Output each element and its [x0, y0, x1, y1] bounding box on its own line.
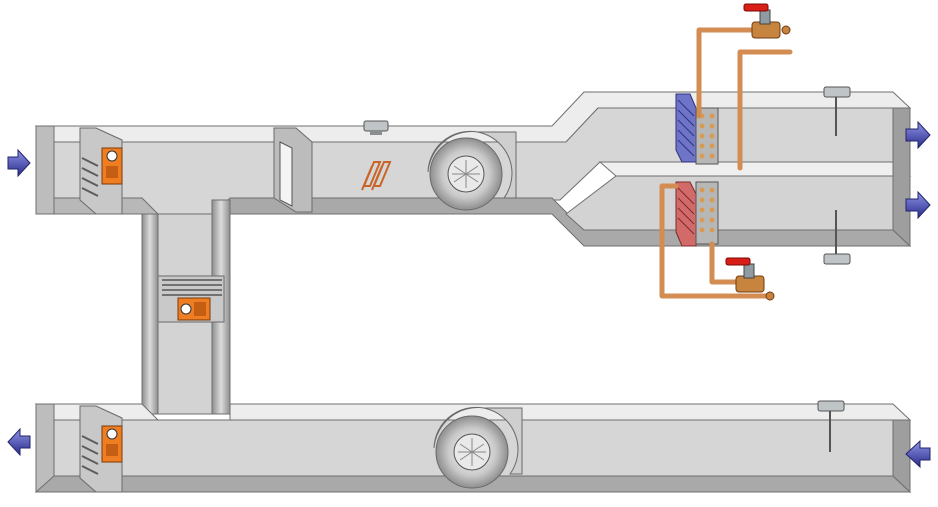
duct-sensor-supply-upper: [823, 86, 851, 136]
damper-actuator-icon: [177, 297, 211, 321]
heating-valve[interactable]: [725, 257, 775, 301]
duct-sensor-heater: [363, 120, 389, 135]
supply-air-outlet-arrow-upper: [905, 120, 931, 150]
duct-sensor-return: [817, 400, 845, 452]
damper-actuator-icon: [101, 425, 123, 463]
filter[interactable]: [273, 127, 313, 213]
return-fan[interactable]: [433, 406, 523, 489]
outdoor-air-damper[interactable]: [79, 127, 123, 215]
heater[interactable]: [361, 161, 392, 191]
cooling-valve[interactable]: [743, 3, 791, 39]
exhaust-air-outlet-arrow: [7, 427, 31, 457]
duct-sensor-supply-lower: [823, 210, 851, 265]
mixing-damper[interactable]: [157, 275, 225, 323]
supply-air-outlet-arrow-lower: [905, 190, 931, 220]
heating-coil[interactable]: [675, 181, 719, 247]
heating-pipes: [659, 183, 773, 299]
exhaust-air-damper[interactable]: [79, 405, 123, 493]
damper-actuator-icon: [101, 147, 123, 185]
supply-fan[interactable]: [427, 130, 517, 211]
return-air-inlet-arrow: [905, 439, 931, 469]
outdoor-air-inlet-arrow: [7, 148, 31, 178]
